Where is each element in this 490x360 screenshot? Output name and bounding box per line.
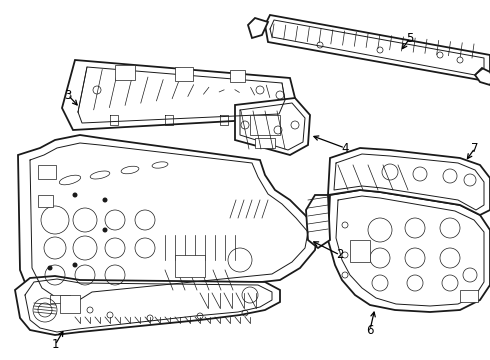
Bar (38, 165, 56, 179)
Polygon shape (475, 68, 490, 85)
Text: 2: 2 (336, 248, 344, 261)
Bar (50, 295, 70, 303)
Circle shape (102, 198, 107, 202)
Bar (350, 240, 370, 262)
Polygon shape (328, 190, 490, 312)
Polygon shape (265, 15, 490, 80)
Polygon shape (328, 148, 490, 215)
Polygon shape (235, 98, 310, 155)
Polygon shape (15, 276, 280, 335)
Bar (60, 295, 80, 313)
Bar (255, 138, 275, 148)
Bar (460, 290, 478, 302)
Bar (230, 70, 245, 82)
Text: 6: 6 (366, 324, 374, 337)
Polygon shape (18, 135, 318, 312)
Circle shape (48, 266, 52, 270)
Circle shape (102, 228, 107, 233)
Text: 5: 5 (406, 32, 414, 45)
Text: 4: 4 (341, 141, 349, 154)
Circle shape (73, 262, 77, 267)
Bar (175, 255, 205, 277)
Bar (115, 65, 135, 80)
Polygon shape (62, 60, 295, 130)
Text: 7: 7 (471, 141, 479, 154)
Bar (250, 115, 280, 135)
Bar (38, 195, 53, 207)
Text: 1: 1 (51, 338, 59, 351)
Text: 3: 3 (64, 89, 72, 102)
Polygon shape (306, 195, 330, 248)
Polygon shape (248, 18, 268, 38)
Circle shape (73, 193, 77, 198)
Bar (175, 67, 193, 81)
